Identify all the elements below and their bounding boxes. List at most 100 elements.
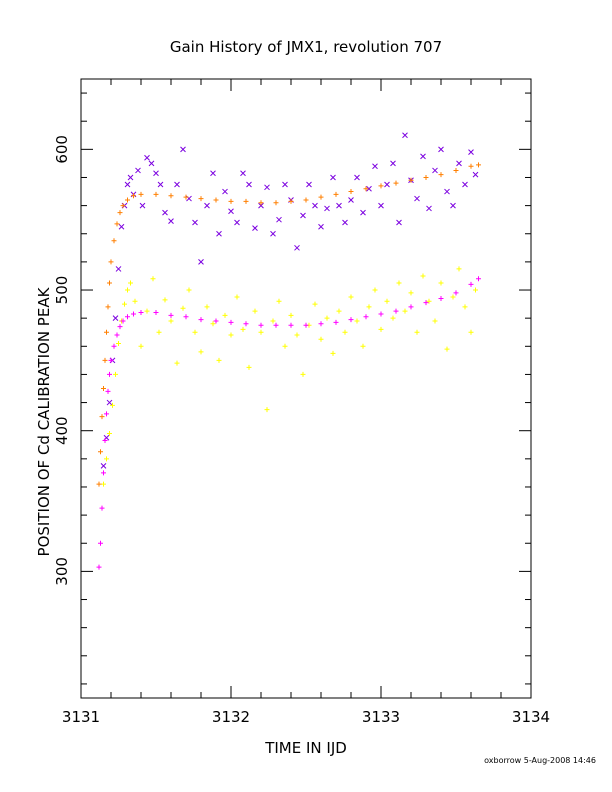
data-point [106, 399, 113, 406]
data-point [113, 371, 118, 377]
data-point [198, 259, 204, 265]
data-point [213, 197, 219, 203]
data-point [396, 219, 402, 226]
data-point [174, 181, 180, 188]
data-point [282, 181, 288, 188]
data-point [228, 319, 234, 325]
data-point [104, 411, 109, 417]
data-point [423, 300, 429, 306]
data-point [198, 317, 204, 323]
data-point [243, 198, 249, 204]
data-point [348, 294, 354, 300]
data-point [139, 202, 146, 209]
data-point [366, 304, 372, 310]
data-point [246, 181, 252, 188]
data-point [111, 238, 117, 244]
data-point [348, 197, 354, 203]
data-point [125, 287, 130, 293]
data-point [273, 200, 279, 206]
data-point [107, 431, 112, 437]
data-point [318, 223, 324, 230]
data-point [390, 315, 396, 321]
data-point [153, 310, 159, 316]
data-point [468, 163, 474, 169]
data-point [438, 146, 444, 153]
data-point [438, 280, 444, 286]
data-point [468, 281, 474, 287]
data-point [444, 188, 450, 195]
data-point [100, 463, 107, 469]
data-point [342, 329, 348, 335]
data-point [258, 202, 264, 209]
data-point [438, 295, 444, 301]
data-point [336, 202, 342, 209]
data-point [408, 177, 414, 183]
data-point [390, 160, 396, 167]
y-tick-label: 600 [53, 135, 71, 164]
data-point [198, 196, 204, 202]
data-point [300, 371, 306, 377]
data-point [366, 185, 372, 192]
data-point [288, 312, 294, 318]
data-point [104, 456, 109, 462]
data-point [258, 329, 264, 335]
data-point [264, 184, 270, 191]
data-point [157, 181, 164, 188]
data-point [473, 287, 478, 293]
data-point [122, 301, 127, 307]
series-1 [101, 266, 478, 487]
data-point [228, 208, 234, 215]
x-tick-label: 3134 [512, 708, 550, 726]
data-point [288, 322, 294, 328]
data-point [354, 174, 360, 181]
data-point [333, 191, 339, 197]
data-point [324, 315, 330, 321]
data-point [162, 209, 168, 216]
data-point [306, 181, 312, 188]
data-point [450, 202, 456, 209]
data-point [222, 312, 228, 318]
data-point [180, 146, 186, 153]
data-point [117, 324, 123, 330]
data-point [107, 280, 112, 286]
data-point [234, 219, 240, 226]
data-point [384, 181, 390, 188]
data-point [234, 294, 240, 300]
data-point [462, 304, 468, 310]
data-point [456, 160, 462, 167]
data-point [105, 388, 111, 394]
data-point [99, 505, 105, 511]
data-point [110, 402, 115, 408]
data-point [453, 167, 459, 173]
data-point [282, 343, 288, 349]
data-point [330, 350, 336, 356]
data-point [108, 259, 114, 265]
data-point [192, 329, 198, 335]
data-point [423, 174, 429, 180]
data-point [117, 210, 123, 216]
data-point [318, 336, 324, 342]
data-point [333, 319, 339, 325]
data-point [114, 221, 120, 227]
data-point [168, 193, 174, 199]
data-point [183, 314, 189, 320]
data-point [318, 194, 324, 200]
data-point [468, 149, 474, 156]
data-point [472, 171, 479, 178]
data-point [125, 314, 130, 320]
series-0 [100, 132, 479, 469]
data-point [444, 346, 450, 352]
data-point [270, 230, 276, 237]
data-point [330, 174, 336, 181]
data-point [476, 276, 481, 282]
data-point [98, 449, 103, 455]
data-point [378, 183, 384, 189]
data-point [120, 203, 126, 209]
x-axis-label: TIME IN IJD [265, 739, 347, 757]
data-point [393, 180, 399, 186]
data-point [174, 360, 180, 366]
data-point [303, 197, 309, 203]
data-point [456, 266, 462, 272]
data-point [127, 174, 134, 181]
